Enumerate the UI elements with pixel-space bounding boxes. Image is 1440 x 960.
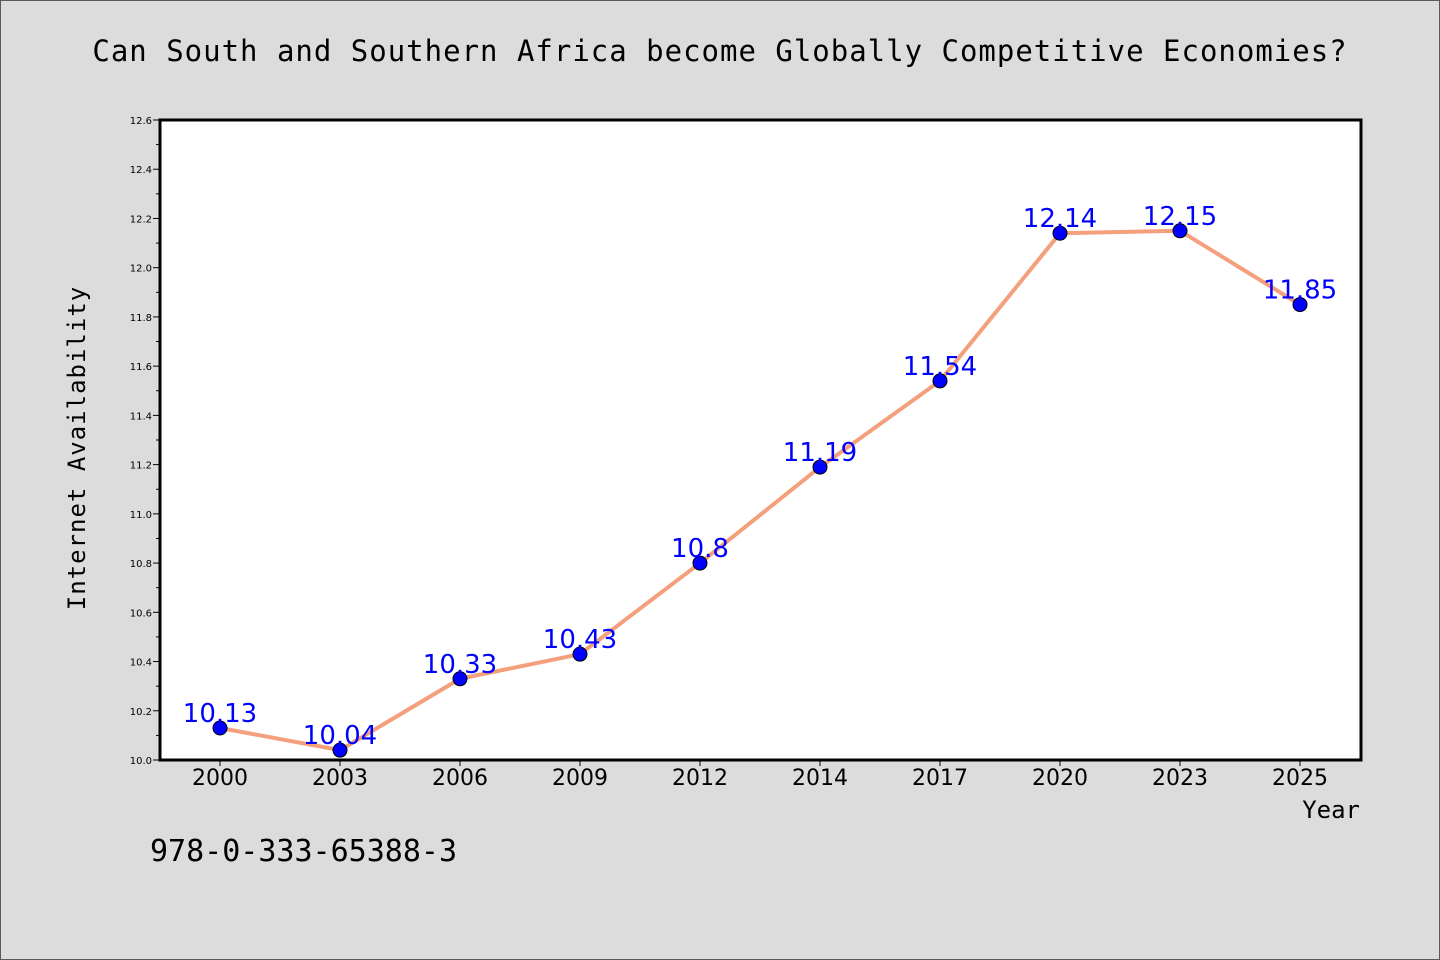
data-point <box>1292 297 1308 313</box>
isbn-text: 978-0-333-65388-3 <box>150 834 458 869</box>
data-point <box>212 720 228 736</box>
y-tick-label: 12.2 <box>130 214 152 225</box>
data-point <box>572 646 588 662</box>
y-tick-label: 10.0 <box>130 756 152 767</box>
y-tick-label: 12.4 <box>130 165 152 176</box>
data-point <box>692 555 708 571</box>
y-tick-label: 12.0 <box>130 264 152 275</box>
data-label: 10.43 <box>543 625 617 655</box>
plot-area <box>160 120 1361 760</box>
x-tick-label: 2006 <box>432 766 488 791</box>
x-tick-label: 2020 <box>1032 766 1088 791</box>
x-tick-label: 2023 <box>1152 766 1208 791</box>
data-label: 11.85 <box>1263 276 1337 306</box>
y-tick-label: 10.6 <box>130 608 152 619</box>
x-tick-label: 2017 <box>912 766 968 791</box>
series-line <box>219 228 1302 753</box>
data-label: 11.54 <box>903 352 977 382</box>
data-label: 10.13 <box>183 699 257 729</box>
data-label: 10.33 <box>423 650 497 680</box>
chart-title: Can South and Southern Africa become Glo… <box>92 34 1348 68</box>
y-tick-label: 10.8 <box>130 559 152 570</box>
data-point <box>1172 223 1188 239</box>
y-tick-label: 12.6 <box>130 116 152 127</box>
data-label: 10.04 <box>303 721 377 751</box>
data-point <box>812 459 828 475</box>
x-tick-label: 2014 <box>792 766 848 791</box>
x-tick-label: 2003 <box>312 766 368 791</box>
data-point <box>932 373 948 389</box>
data-point <box>1052 225 1068 241</box>
data-point <box>332 742 348 758</box>
x-tick-label: 2025 <box>1272 766 1328 791</box>
data-label: 10.8 <box>671 534 729 564</box>
y-tick-label: 10.2 <box>130 707 152 718</box>
data-point <box>452 671 468 687</box>
y-tick-label: 11.4 <box>130 411 152 422</box>
data-label: 11.19 <box>783 438 857 468</box>
x-tick-label: 2009 <box>552 766 608 791</box>
plot-border <box>158 118 1363 762</box>
x-axis-label: Year <box>1302 796 1360 824</box>
y-tick-label: 11.0 <box>130 510 152 521</box>
x-tick-label: 2012 <box>672 766 728 791</box>
y-tick-label: 10.4 <box>130 658 152 669</box>
x-tick-label: 2000 <box>192 766 248 791</box>
y-tick-label: 11.6 <box>130 362 152 373</box>
data-label: 12.14 <box>1023 204 1097 234</box>
y-tick-label: 11.8 <box>130 313 152 324</box>
data-label: 12.15 <box>1143 202 1217 232</box>
y-tick-label: 11.2 <box>130 461 152 472</box>
